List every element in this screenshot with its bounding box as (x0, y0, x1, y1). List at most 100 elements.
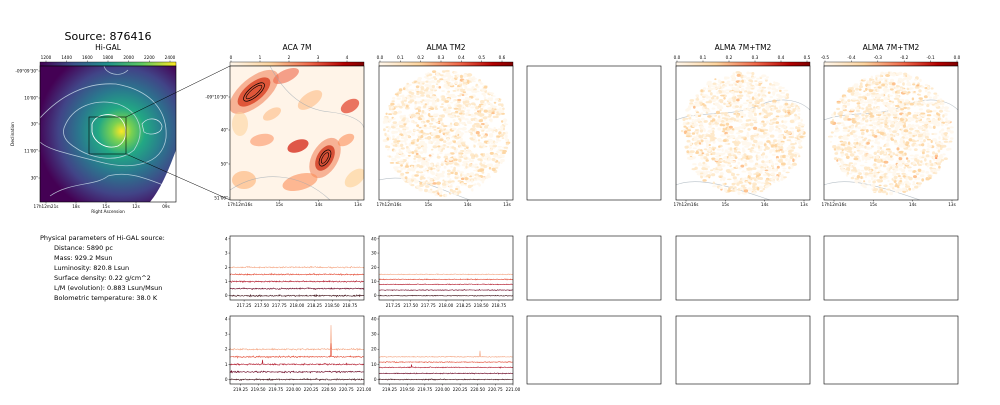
noise-speck (463, 101, 466, 105)
noise-speck (731, 189, 735, 192)
noise-speck (918, 113, 922, 116)
noise-speck (457, 94, 462, 97)
noise-speck (392, 135, 395, 139)
noise-speck (912, 83, 916, 86)
noise-speck (405, 157, 410, 159)
noise-speck (856, 141, 859, 145)
noise-speck (717, 79, 722, 84)
noise-speck (714, 170, 720, 174)
noise-speck (783, 135, 786, 140)
noise-speck (862, 125, 867, 130)
noise-speck (462, 91, 467, 93)
noise-speck (933, 132, 938, 136)
noise-speck (745, 181, 749, 184)
noise-speck (747, 114, 751, 118)
noise-speck (746, 83, 750, 87)
noise-speck (758, 177, 764, 180)
noise-speck (878, 184, 882, 187)
y-tick-label: 40 (371, 317, 377, 322)
noise-speck (902, 79, 905, 82)
noise-speck (745, 82, 751, 84)
noise-speck (906, 166, 912, 169)
noise-speck (705, 153, 710, 157)
noise-speck (494, 108, 497, 110)
noise-speck (938, 159, 941, 162)
noise-speck (414, 149, 418, 153)
noise-speck (855, 180, 858, 184)
noise-speck (755, 164, 759, 167)
noise-speck (735, 114, 740, 117)
noise-speck (889, 73, 893, 76)
noise-speck (864, 167, 869, 171)
noise-speck (926, 148, 930, 151)
y-tick-label: 30 (371, 251, 377, 256)
noise-speck (769, 121, 773, 124)
noise-speck (761, 86, 767, 89)
noise-speck (727, 150, 731, 154)
noise-speck (842, 127, 848, 130)
noise-speck (747, 91, 751, 95)
noise-speck (871, 95, 875, 98)
noise-speck (879, 176, 883, 179)
noise-speck (865, 93, 868, 97)
y-tick-label: -09°09'30" (15, 69, 38, 74)
noise-speck (944, 136, 949, 139)
aca-axis-ticks: 17h12m16s 15s 14s 13s-09°10'30"40"50"51'00" (205, 95, 361, 208)
noise-speck (917, 163, 923, 166)
noise-speck (925, 132, 930, 136)
noise-speck (832, 145, 837, 149)
noise-speck (502, 127, 505, 131)
noise-speck (481, 171, 485, 174)
colorbar-tick-label: 0.2 (726, 55, 733, 60)
noise-speck (762, 108, 766, 112)
x-tick-label: 17h12m16s (377, 202, 402, 207)
noise-speck (751, 91, 754, 94)
noise-speck (706, 134, 712, 138)
empty-image-panel (526, 65, 662, 201)
noise-speck (505, 138, 509, 142)
noise-speck (390, 102, 395, 106)
noise-speck (775, 115, 780, 118)
noise-speck (932, 159, 936, 161)
noise-speck (705, 95, 709, 99)
noise-speck (796, 126, 801, 130)
noise-speck (425, 99, 431, 102)
noise-speck (946, 129, 951, 132)
noise-speck (501, 151, 506, 155)
noise-speck (730, 102, 735, 105)
noise-speck (943, 157, 948, 160)
noise-speck (683, 125, 687, 128)
noise-speck (918, 116, 923, 120)
colorbar-tick-label: 0.4 (778, 55, 785, 60)
noise-speck (915, 143, 918, 147)
noise-speck (492, 154, 498, 158)
noise-speck (409, 130, 412, 134)
noise-speck (861, 157, 865, 161)
noise-speck (487, 127, 492, 130)
noise-speck (873, 121, 878, 126)
empty-spectrum-panel (823, 315, 959, 385)
noise-speck (879, 124, 883, 128)
noise-speck (916, 177, 921, 180)
noise-speck (738, 135, 743, 137)
noise-speck (484, 155, 489, 158)
noise-speck (902, 115, 906, 119)
noise-speck (428, 154, 432, 157)
m7tm2-image-b (828, 71, 954, 196)
noise-speck (845, 155, 850, 159)
noise-speck (867, 85, 871, 89)
noise-speck (727, 178, 732, 181)
x-tick-label: 218.50 (325, 303, 340, 308)
colorbar-tick-label: 0.3 (438, 55, 445, 60)
noise-speck (431, 172, 436, 176)
noise-speck (399, 159, 404, 162)
noise-speck (422, 157, 427, 159)
noise-speck (787, 152, 793, 156)
noise-speck (435, 172, 439, 176)
noise-speck (689, 121, 695, 124)
noise-speck (780, 98, 783, 101)
noise-speck (449, 75, 453, 78)
noise-speck (866, 141, 870, 145)
x-tick-label: 217.25 (386, 303, 401, 308)
noise-speck (740, 88, 745, 92)
